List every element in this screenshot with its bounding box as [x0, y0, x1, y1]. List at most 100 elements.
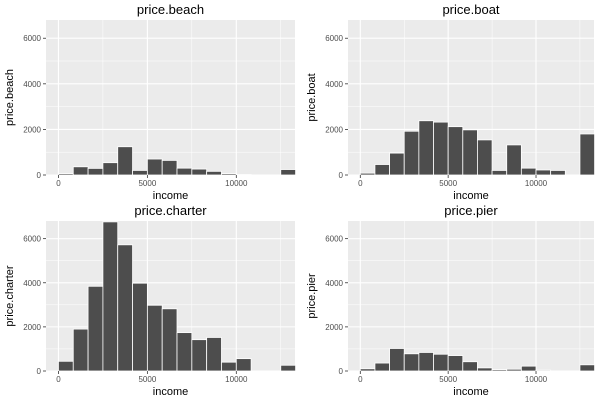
- y-tick-label: 0: [339, 367, 344, 376]
- plot-area: 0 5000 10000 0 2000 4000 6000: [23, 20, 296, 188]
- x-axis-title: income: [153, 190, 188, 202]
- plot-area: 0 5000 10000 0 2000 4000 6000: [325, 20, 595, 188]
- histogram-bar: [477, 139, 493, 176]
- panel-title: price.pier: [444, 203, 498, 218]
- y-tick-label: 2000: [325, 323, 343, 332]
- plot-area: 0 5000 10000 0 2000 4000 6000: [325, 221, 595, 384]
- histogram-bar: [506, 144, 522, 176]
- histogram-bar: [447, 126, 464, 176]
- histogram-bar: [87, 167, 104, 176]
- histogram-bar: [58, 360, 74, 372]
- x-tick-label: 5000: [138, 179, 156, 188]
- histogram-bar: [58, 173, 74, 176]
- histogram-bar: [132, 170, 148, 176]
- x-tick-label: 0: [358, 179, 363, 188]
- histogram-bar: [280, 169, 296, 176]
- histogram-bar: [389, 152, 405, 176]
- plot-area: 0 5000 10000 0 2000 4000 6000: [23, 221, 296, 384]
- histogram-bar: [418, 352, 434, 372]
- histogram-bar: [191, 339, 208, 372]
- histogram-bar: [491, 369, 508, 372]
- histogram-bar: [72, 166, 89, 176]
- histogram-bar: [520, 167, 537, 176]
- y-tick-label: 6000: [325, 235, 343, 244]
- histogram-bar: [117, 146, 133, 176]
- histogram-bar: [433, 121, 449, 176]
- panel-price-charter: 0 5000 10000 0 2000 4000 6000 price.charter in…: [4, 203, 296, 398]
- histogram-bar: [491, 170, 508, 176]
- histogram-bar: [447, 355, 464, 372]
- histogram-bar: [102, 162, 119, 176]
- histogram-bar: [235, 358, 252, 372]
- histogram-bar: [535, 369, 552, 372]
- x-tick-label: 10000: [525, 375, 548, 384]
- histogram-bar: [579, 364, 595, 372]
- histogram-bar: [462, 129, 478, 176]
- y-tick-label: 6000: [325, 34, 343, 43]
- panel-background: [348, 221, 594, 371]
- x-axis-title: income: [453, 386, 488, 398]
- histogram-bar: [389, 348, 405, 372]
- y-tick-label: 2000: [23, 323, 41, 332]
- panel-price-beach: 0 5000 10000 0 2000 4000 6000 price.beach inco…: [4, 2, 296, 202]
- histogram-bar: [132, 282, 148, 372]
- histogram-bar: [506, 368, 522, 372]
- x-axis-title: income: [153, 386, 188, 398]
- x-axis-title: income: [453, 190, 488, 202]
- histogram-bar: [117, 244, 133, 372]
- y-axis-title: price.boat: [306, 73, 318, 121]
- x-tick-label: 5000: [138, 375, 156, 384]
- x-tick-label: 5000: [439, 375, 457, 384]
- histogram-bar: [161, 160, 178, 176]
- histogram-bar: [462, 361, 478, 372]
- x-tick-label: 0: [358, 375, 363, 384]
- histogram-bar: [403, 130, 420, 176]
- y-tick-label: 0: [37, 367, 42, 376]
- histogram-bar: [374, 164, 390, 176]
- panel-title: price.beach: [137, 2, 204, 17]
- histogram-bar: [520, 365, 537, 372]
- histogram-bar: [359, 368, 376, 372]
- x-tick-label: 0: [56, 179, 61, 188]
- y-tick-label: 6000: [23, 34, 41, 43]
- panel-price-pier: 0 5000 10000 0 2000 4000 6000 price.pier incom…: [306, 203, 595, 398]
- histogram-bar: [146, 304, 163, 372]
- y-axis-title: price.charter: [4, 265, 16, 326]
- histogram-bar: [579, 133, 595, 176]
- histogram-bar: [374, 362, 390, 372]
- histogram-bar: [191, 168, 208, 176]
- panel-title: price.charter: [134, 203, 207, 218]
- y-axis-title: price.beach: [4, 69, 16, 126]
- y-axis-title: price.pier: [306, 273, 318, 319]
- x-tick-label: 10000: [225, 375, 248, 384]
- y-tick-label: 0: [339, 171, 344, 180]
- histogram-bar: [176, 332, 193, 372]
- histogram-bar: [477, 367, 493, 372]
- histogram-bar: [161, 308, 178, 372]
- x-tick-label: 10000: [525, 179, 548, 188]
- histogram-bar: [206, 337, 222, 372]
- histogram-bar: [280, 364, 296, 372]
- histogram-bar: [418, 120, 434, 176]
- y-tick-label: 6000: [23, 235, 41, 244]
- histogram-bar: [102, 221, 119, 372]
- histogram-bar: [221, 361, 237, 372]
- x-tick-label: 10000: [225, 179, 248, 188]
- y-tick-label: 2000: [325, 125, 343, 134]
- x-tick-label: 5000: [439, 179, 457, 188]
- histogram-bar: [221, 173, 237, 176]
- y-tick-label: 0: [37, 171, 42, 180]
- histogram-bar: [433, 353, 449, 372]
- x-tick-label: 0: [56, 375, 61, 384]
- y-tick-label: 4000: [325, 80, 343, 89]
- histogram-bar: [403, 353, 420, 372]
- panel-price-boat: 0 5000 10000 0 2000 4000 6000 price.boat incom…: [306, 2, 595, 202]
- histogram-bar: [550, 170, 566, 176]
- y-tick-label: 4000: [23, 279, 41, 288]
- histogram-bar: [87, 285, 104, 372]
- panel-title: price.boat: [442, 2, 499, 17]
- histogram-bar: [535, 169, 552, 176]
- histogram-bar: [359, 172, 376, 176]
- histogram-bar: [176, 167, 193, 176]
